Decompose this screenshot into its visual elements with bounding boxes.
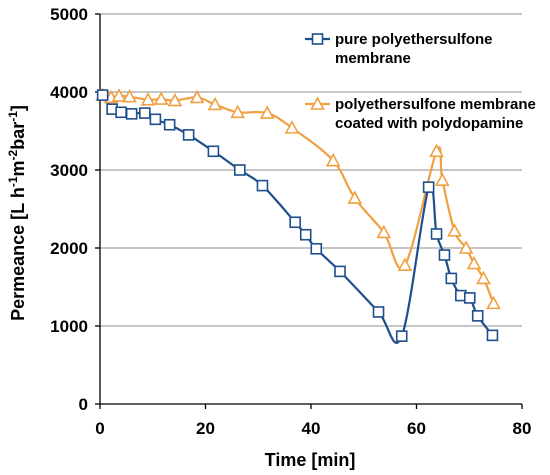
y-tick-label: 4000 xyxy=(50,83,88,102)
y-tick-label: 2000 xyxy=(50,239,88,258)
x-axis-title: Time [min] xyxy=(265,450,356,470)
x-tick-label: 60 xyxy=(407,419,426,438)
y-tick-label: 0 xyxy=(79,395,88,414)
pure-pes-data-point xyxy=(256,179,269,192)
pure-pes-data-point xyxy=(438,249,451,261)
legend-marker xyxy=(310,96,325,110)
pure-pes-data-point xyxy=(149,113,162,126)
legend-label: coated with polydopamine xyxy=(335,115,523,132)
y-axis-title-part: -1 xyxy=(6,176,20,187)
y-tick-labels: 0 1000 2000 3000 4000 5000 xyxy=(50,5,88,414)
y-tick-label: 1000 xyxy=(50,317,88,336)
pda-coated-data-point xyxy=(347,190,363,204)
pure-pes-data-point xyxy=(139,107,151,119)
pda-coated-data-point xyxy=(466,255,482,270)
x-tick-label: 20 xyxy=(196,419,215,438)
legend-marker xyxy=(311,33,324,45)
pda-coated-data-point xyxy=(284,120,300,134)
pda-coated-data-point xyxy=(259,105,275,119)
pda-coated-data-point xyxy=(376,224,392,239)
pure-pes-data-point xyxy=(486,329,499,342)
pure-pes-data-point xyxy=(115,106,127,119)
pure-pes-data-point xyxy=(310,242,323,255)
axes xyxy=(95,13,523,409)
pda-coated-data-point xyxy=(122,89,137,103)
gridlines xyxy=(100,13,522,327)
series-markers xyxy=(95,87,501,342)
x-tick-labels: 0 20 40 60 80 xyxy=(95,419,531,438)
pda-coated-data-point xyxy=(189,89,205,104)
pure-pes-data-point xyxy=(445,272,458,285)
legend-label: polyethersulfone membrane xyxy=(335,96,536,113)
pda-coated-data-point xyxy=(153,91,169,105)
legend: pure polyethersulfone membrane polyethersu… xyxy=(305,31,536,132)
pda-coated-data-point xyxy=(140,92,156,106)
y-axis-title-part: -2 xyxy=(6,149,20,160)
legend-label: pure polyethersulfone xyxy=(335,31,493,48)
y-axis-title: Permeance [L h-1m-2bar-1] xyxy=(6,105,28,321)
pda-coated-data-point xyxy=(476,270,491,285)
pure-pes-data-point xyxy=(299,228,312,241)
pure-pes-data-point xyxy=(334,265,346,278)
pda-coated-data-point xyxy=(167,92,183,107)
y-tick-label: 5000 xyxy=(50,5,88,24)
pure-pes-data-point xyxy=(125,108,138,120)
pda-coated-data-point xyxy=(447,223,462,237)
pure-pes-data-point xyxy=(289,216,301,229)
pure-pes-data-point xyxy=(182,129,195,141)
pda-coated-data-point xyxy=(111,88,127,102)
pda-coated-data-point xyxy=(230,104,246,119)
x-tick-label: 40 xyxy=(302,419,321,438)
pda-coated-data-point xyxy=(458,240,474,254)
y-axis-title-part: -1 xyxy=(6,111,20,122)
y-tick-label: 3000 xyxy=(50,161,88,180)
pda-coated-data-point xyxy=(434,172,450,186)
pure-pes-data-point xyxy=(96,89,109,101)
y-axis-title-part: ] xyxy=(8,105,28,111)
legend-label: membrane xyxy=(335,50,411,67)
pure-pes-data-point xyxy=(372,306,385,318)
x-tick-label: 80 xyxy=(513,419,532,438)
pure-pes-data-point xyxy=(207,145,220,158)
pda-coated-data-point xyxy=(207,96,223,111)
pda-coated-data-point xyxy=(397,257,413,271)
pure-pes-data-point xyxy=(422,181,435,193)
x-tick-label: 0 xyxy=(95,419,104,438)
pure-pes-data-point xyxy=(395,330,408,342)
pure-pes-data-point xyxy=(463,292,476,304)
y-axis-title-part: Permeance [L h xyxy=(8,187,28,321)
y-axis-title-part: bar xyxy=(8,122,28,150)
pure-pes-data-point xyxy=(430,228,443,240)
pure-pes-data-point xyxy=(471,310,484,322)
pda-coated-data-point xyxy=(486,295,501,310)
pure-pes-data-point xyxy=(163,118,176,131)
pda-coated-data-point xyxy=(325,152,341,167)
pda-coated-data-point xyxy=(429,143,444,158)
pure-pes-data-point xyxy=(233,164,246,176)
y-axis-title-part: m xyxy=(8,160,28,176)
